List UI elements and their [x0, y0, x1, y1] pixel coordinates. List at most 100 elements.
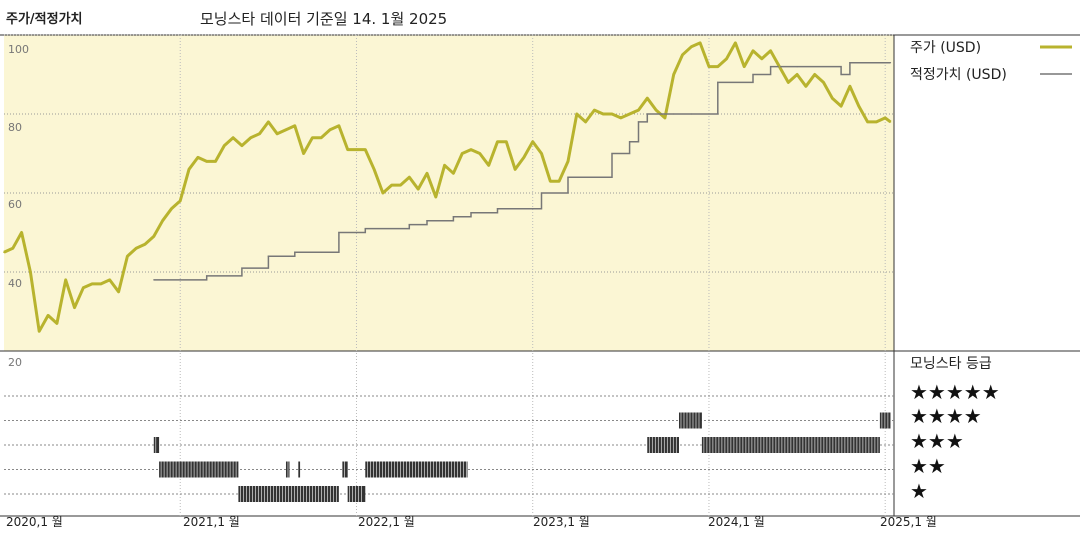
- price-point: [593, 109, 596, 111]
- price-point: [214, 160, 217, 163]
- price-point: [29, 271, 32, 273]
- price-point: [531, 140, 534, 143]
- price-point: [179, 200, 182, 202]
- fair-value-point: [889, 62, 892, 64]
- rating-2-stars: ★★: [910, 454, 946, 478]
- price-point: [38, 330, 41, 333]
- price-point: [584, 121, 587, 123]
- price-point: [461, 152, 464, 155]
- price-point: [646, 97, 649, 99]
- price-point: [426, 172, 428, 175]
- price-point: [840, 105, 842, 107]
- price-point: [849, 85, 851, 88]
- fair-value-point: [567, 176, 569, 178]
- price-point: [117, 290, 120, 293]
- price-point: [761, 57, 763, 60]
- price-point: [664, 117, 666, 119]
- price-point: [399, 184, 402, 186]
- rating-3-stars: ★★★: [910, 429, 964, 453]
- price-point: [82, 287, 85, 289]
- price-point: [725, 57, 728, 60]
- x-tick-label: 2021,1 월: [183, 515, 240, 529]
- price-point: [144, 243, 146, 246]
- price-point: [470, 148, 472, 151]
- price-point: [787, 81, 790, 84]
- x-tick-label: 2023,1 월: [533, 515, 590, 529]
- y-tick-label: 80: [8, 121, 22, 134]
- fair-value-point: [179, 279, 181, 281]
- y-tick-label: 40: [8, 277, 22, 290]
- price-point: [302, 152, 305, 155]
- rating-bar-2-star: [342, 461, 348, 478]
- fair-value-point: [629, 141, 631, 143]
- x-tick-label: 2020,1 월: [6, 515, 63, 529]
- price-point: [708, 65, 710, 68]
- price-point: [699, 42, 701, 44]
- price-point: [866, 121, 869, 123]
- x-tick-label: 2024,1 월: [708, 515, 765, 529]
- price-point: [258, 132, 261, 135]
- price-point: [346, 148, 349, 151]
- fair-value-point: [646, 113, 648, 115]
- price-point: [56, 322, 58, 325]
- price-point: [64, 279, 67, 281]
- y-tick-label: 60: [8, 198, 22, 211]
- price-point: [487, 164, 490, 167]
- price-point: [153, 235, 155, 238]
- price-point: [390, 184, 393, 186]
- price-point: [752, 50, 754, 52]
- price-point: [73, 306, 76, 309]
- price-point: [628, 113, 631, 115]
- fair-value-point: [655, 113, 657, 115]
- price-point: [267, 121, 270, 123]
- price-point: [382, 192, 384, 194]
- fair-value-point: [426, 220, 428, 222]
- fair-value-point: [752, 73, 754, 76]
- price-point: [857, 105, 860, 107]
- price-point: [672, 73, 675, 76]
- rating-bar-2-star: [365, 461, 468, 478]
- y-tick-label: 20: [8, 356, 22, 369]
- fair-value-point: [408, 224, 410, 226]
- fair-value-point: [206, 275, 208, 277]
- price-point: [373, 168, 375, 171]
- price-point: [637, 109, 640, 111]
- price-point: [778, 65, 781, 68]
- price-point: [417, 188, 419, 190]
- price-point: [12, 247, 14, 250]
- price-point: [408, 176, 411, 178]
- price-point: [311, 136, 314, 139]
- price-point: [276, 132, 278, 135]
- price-point: [197, 156, 199, 159]
- price-point: [188, 168, 190, 171]
- price-point: [769, 50, 772, 52]
- price-point: [575, 113, 578, 115]
- fair-value-point: [294, 251, 296, 253]
- fair-value-point: [637, 121, 640, 123]
- chart-title: 주가/적정가치: [6, 12, 83, 27]
- price-point: [602, 113, 605, 115]
- price-point: [514, 168, 516, 171]
- fair-value-series-line: [153, 61, 891, 281]
- legend: 주가 (USD) 적정가치 (USD) 모닝스타 등급 ★★★★★ ★★★★ ★…: [910, 40, 1072, 503]
- rating-legend-title: 모닝스타 등급: [910, 356, 992, 372]
- price-point: [831, 97, 834, 99]
- fair-value-point: [540, 192, 543, 194]
- fair-value-point: [320, 251, 322, 253]
- price-point: [549, 180, 552, 182]
- price-point: [567, 160, 569, 163]
- legend-price-label: 주가 (USD): [910, 40, 981, 56]
- price-point: [108, 279, 111, 281]
- price-point: [170, 208, 173, 210]
- price-point: [241, 144, 243, 147]
- series-lines: [3, 41, 892, 333]
- price-point: [805, 85, 807, 88]
- price-point: [875, 121, 878, 123]
- price-point: [91, 283, 93, 285]
- price-point: [223, 144, 226, 147]
- price-point: [338, 125, 340, 127]
- fair-value-point: [452, 216, 455, 218]
- rating-5-stars: ★★★★★: [910, 380, 1000, 404]
- fair-value-point: [673, 113, 675, 115]
